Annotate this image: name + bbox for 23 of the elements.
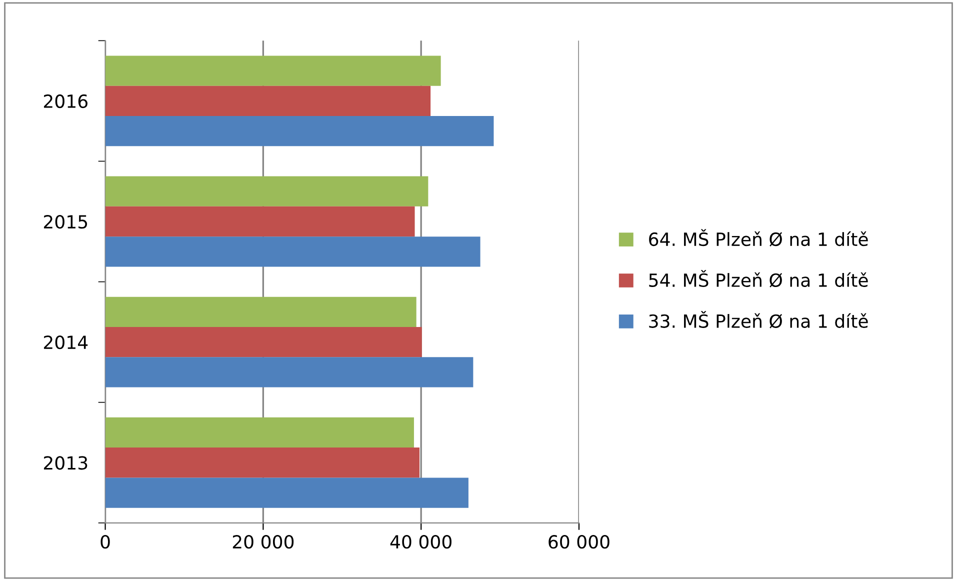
x-tick-label: 60 000 <box>548 535 610 549</box>
bar <box>105 357 474 388</box>
bar <box>105 206 415 237</box>
bar <box>105 326 422 358</box>
bar <box>105 56 441 86</box>
bar <box>105 296 416 327</box>
x-tick-label: 40 000 <box>390 535 452 549</box>
legend-label: 33. MŠ Plzeň Ø na 1 dítě <box>649 310 868 328</box>
y-tick-label: 2015 <box>44 214 88 229</box>
y-tick-label: 2014 <box>44 336 88 350</box>
bar <box>105 116 494 146</box>
bar <box>105 417 414 448</box>
legend-label: 64. MŠ Plzeň Ø na 1 dítě <box>649 229 868 246</box>
bar <box>105 176 428 206</box>
y-tick-label: 2013 <box>44 456 88 470</box>
legend-label: 54. MŠ Plzeň Ø na 1 dítě <box>649 270 868 288</box>
bar <box>105 236 480 267</box>
x-tick-label: 0 <box>100 535 110 549</box>
y-tick-label: 2016 <box>44 94 88 108</box>
bar <box>105 478 468 508</box>
x-tick-label: 20 000 <box>232 535 294 549</box>
bar <box>105 86 431 116</box>
bar <box>105 448 420 478</box>
